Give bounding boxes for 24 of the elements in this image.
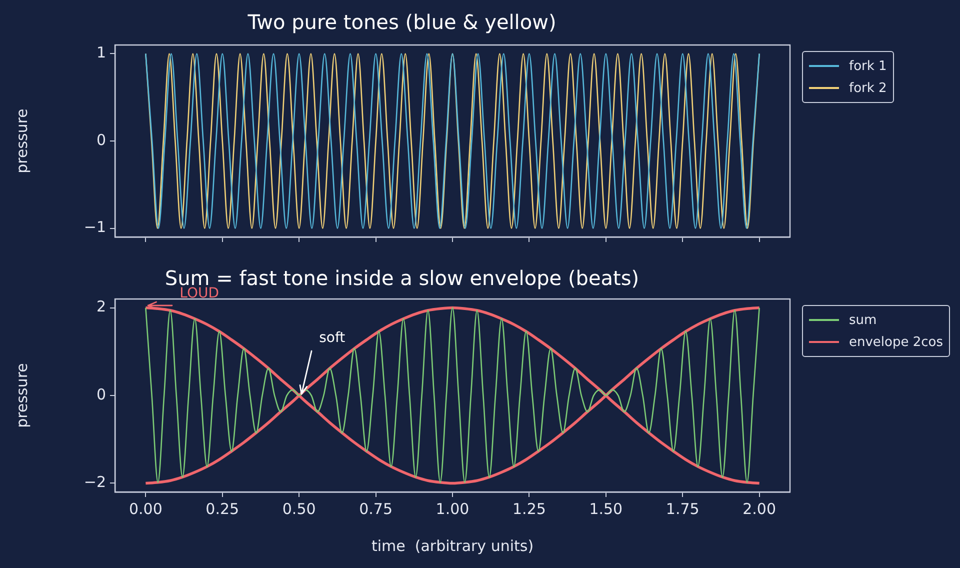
x-tick-label: 0.75 [359,500,392,518]
x-tick-label: 2.00 [742,500,776,518]
legend-label: envelope 2cos [849,334,944,350]
x-tick-label: 0.00 [128,500,162,518]
x-tick-label: 0.25 [206,500,240,518]
legend-label: sum [849,312,877,328]
y-tick-label: −1 [84,218,106,236]
y-tick-label: 0 [96,130,106,149]
y-axis-title: pressure [12,108,31,174]
x-tick-label: 1.00 [436,500,470,518]
x-axis-title: time (arbitrary units) [371,536,534,555]
y-tick-label: −2 [84,473,106,492]
legend-label: fork 2 [849,80,887,96]
chart-title: Two pure tones (blue & yellow) [246,10,556,34]
y-tick-label: 2 [96,298,106,316]
y-tick-label: 0 [96,385,106,404]
y-axis-title: pressure [12,363,31,428]
x-tick-label: 1.25 [512,500,546,518]
y-tick-label: 1 [96,44,106,62]
x-tick-label: 1.50 [589,500,623,518]
annotation: soft [319,330,346,346]
x-tick-label: 1.75 [666,500,700,518]
x-tick-label: 0.50 [282,500,316,518]
legend-label: fork 1 [849,58,887,74]
